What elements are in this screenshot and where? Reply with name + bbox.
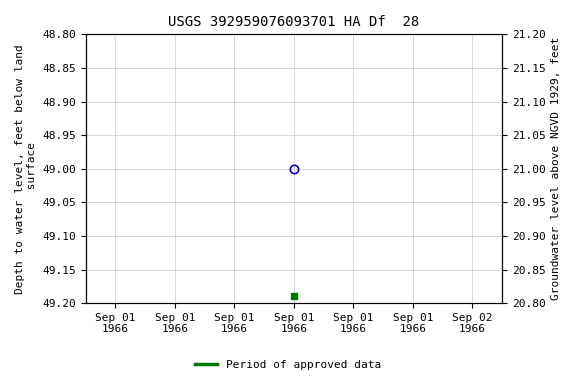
Y-axis label: Groundwater level above NGVD 1929, feet: Groundwater level above NGVD 1929, feet [551, 37, 561, 300]
Y-axis label: Depth to water level, feet below land
 surface: Depth to water level, feet below land su… [15, 44, 37, 294]
Title: USGS 392959076093701 HA Df  28: USGS 392959076093701 HA Df 28 [168, 15, 419, 29]
Legend: Period of approved data: Period of approved data [191, 356, 385, 375]
